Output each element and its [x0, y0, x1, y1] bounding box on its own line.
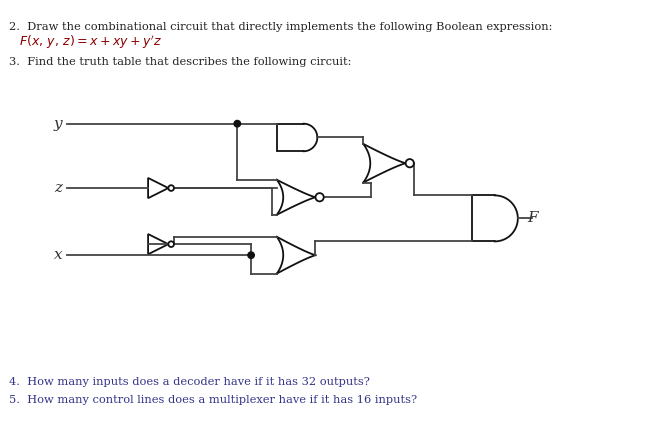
Circle shape — [168, 185, 174, 191]
Text: 2.  Draw the combinational circuit that directly implements the following Boolea: 2. Draw the combinational circuit that d… — [9, 21, 552, 32]
Text: $F(x,\, y,\, z) = x + xy + y'z$: $F(x,\, y,\, z) = x + xy + y'z$ — [20, 33, 162, 51]
Text: 5.  How many control lines does a multiplexer have if it has 16 inputs?: 5. How many control lines does a multipl… — [9, 395, 417, 405]
Circle shape — [406, 159, 414, 167]
Circle shape — [168, 241, 174, 247]
Circle shape — [315, 193, 324, 202]
Text: 4.  How many inputs does a decoder have if it has 32 outputs?: 4. How many inputs does a decoder have i… — [9, 376, 370, 387]
Text: F: F — [527, 211, 538, 225]
Text: x: x — [54, 248, 62, 262]
Text: y: y — [54, 117, 62, 131]
Circle shape — [234, 120, 240, 127]
Text: z: z — [54, 181, 62, 195]
Circle shape — [248, 252, 254, 258]
Text: 3.  Find the truth table that describes the following circuit:: 3. Find the truth table that describes t… — [9, 57, 352, 66]
